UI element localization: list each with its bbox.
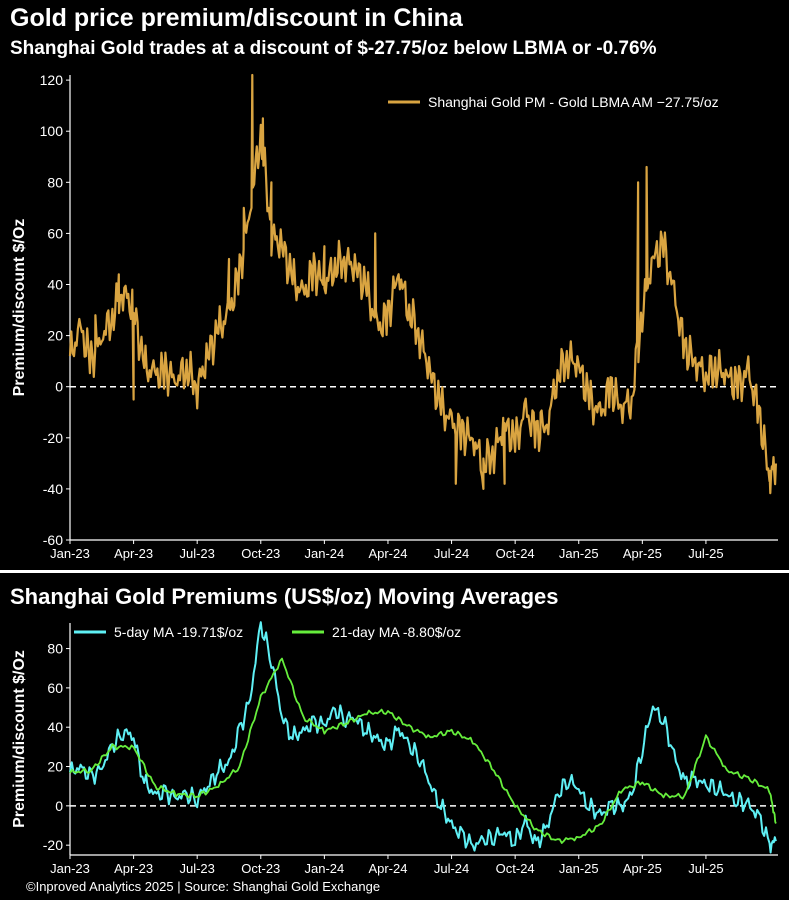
y-tick-label: 80 xyxy=(47,641,63,657)
x-tick-label: Oct-23 xyxy=(241,546,280,561)
y-tick-label: -20 xyxy=(43,837,63,853)
y-tick-label: 20 xyxy=(47,328,63,344)
x-tick-label: Apr-23 xyxy=(114,861,153,876)
y-tick-label: 60 xyxy=(47,680,63,696)
y-tick-label: 60 xyxy=(47,225,63,241)
x-tick-label: Oct-23 xyxy=(241,861,280,876)
x-tick-label: Jan-24 xyxy=(304,546,344,561)
x-tick-label: Jan-23 xyxy=(50,861,90,876)
x-tick-label: Apr-24 xyxy=(368,546,407,561)
y-tick-label: 0 xyxy=(55,379,63,395)
y-tick-label: 100 xyxy=(40,123,64,139)
series-line-2 xyxy=(69,657,777,844)
x-tick-label: Jul-23 xyxy=(179,861,214,876)
x-tick-label: Jan-25 xyxy=(559,861,599,876)
legend-label: Shanghai Gold PM - Gold LBMA AM −27.75/o… xyxy=(428,94,719,110)
y-tick-label: -20 xyxy=(43,430,63,446)
section-divider xyxy=(0,570,789,573)
x-tick-label: Jul-24 xyxy=(434,546,469,561)
x-tick-label: Apr-25 xyxy=(623,546,662,561)
page-subtitle: Shanghai Gold trades at a discount of $-… xyxy=(10,38,657,59)
legend-label: 21-day MA -8.80$/oz xyxy=(332,624,461,640)
y-tick-label: 0 xyxy=(55,798,63,814)
source-footer: ©Inproved Analytics 2025 | Source: Shang… xyxy=(26,879,381,894)
x-tick-label: Jul-23 xyxy=(179,546,214,561)
y-tick-label: -60 xyxy=(43,532,63,548)
page-title: Gold price premium/discount in China xyxy=(10,4,463,32)
y-tick-label: 40 xyxy=(47,277,63,293)
x-tick-label: Apr-24 xyxy=(368,861,407,876)
y-tick-label: 40 xyxy=(47,719,63,735)
y-tick-label: 20 xyxy=(47,759,63,775)
x-tick-label: Apr-25 xyxy=(623,861,662,876)
y-axis-label: Premium/discount $/Oz xyxy=(11,219,28,397)
x-tick-label: Oct-24 xyxy=(496,861,535,876)
premium-chart: -60 -40 -20 0 20 40 60 80 100 120 Jan-23 Apr-23 Jul-… xyxy=(11,72,778,561)
series-line-1 xyxy=(69,621,777,854)
legend-label: 5-day MA -19.71$/oz xyxy=(114,624,243,640)
x-tick-label: Jan-24 xyxy=(304,861,344,876)
series-line-1 xyxy=(68,73,777,495)
moving-averages-title: Shanghai Gold Premiums (US$/oz) Moving A… xyxy=(10,584,559,609)
x-tick-label: Apr-23 xyxy=(114,546,153,561)
x-tick-label: Oct-24 xyxy=(496,546,535,561)
x-tick-label: Jul-24 xyxy=(434,861,469,876)
x-tick-label: Jan-23 xyxy=(50,546,90,561)
y-tick-label: 120 xyxy=(40,72,64,88)
y-axis-label: Premium/discount $/Oz xyxy=(11,650,28,828)
x-tick-label: Jul-25 xyxy=(688,546,723,561)
x-tick-label: Jan-25 xyxy=(559,546,599,561)
x-tick-label: Jul-25 xyxy=(688,861,723,876)
y-tick-label: -40 xyxy=(43,481,63,497)
y-tick-label: 80 xyxy=(47,174,63,190)
